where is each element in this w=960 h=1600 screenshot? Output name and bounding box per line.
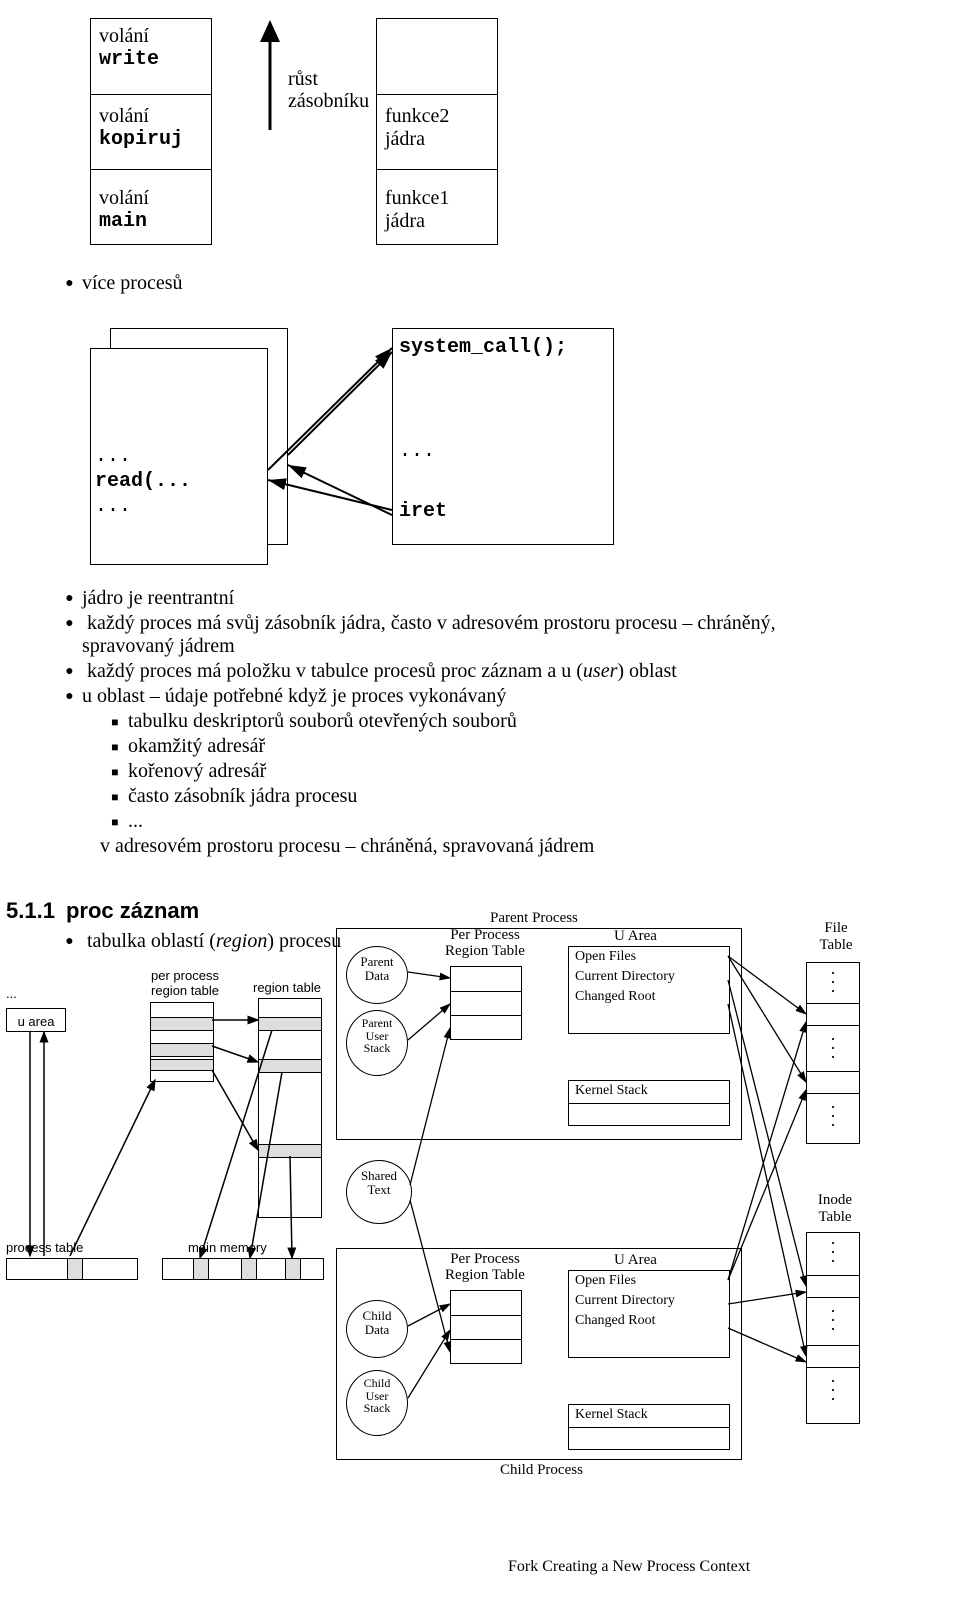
bullet-addrspace: v adresovém prostoru procesu – chráněná,… [100, 835, 924, 858]
child-uarea-box: Open Files Current Directory Changed Roo… [568, 1270, 730, 1358]
parent-uarea-box: Open Files Current Directory Changed Roo… [568, 946, 730, 1034]
stack-growth-label: růst zásobníku [288, 68, 369, 112]
main-memory-box [162, 1258, 324, 1280]
shared-text-circle: Shared Text [346, 1160, 412, 1224]
stack-right-cell3-line2: jádra [385, 210, 449, 233]
parent-uarea-label: U Area [614, 928, 657, 945]
process-table-label: process table [6, 1240, 83, 1255]
section-bullet: tabulka oblastí (region) procesu [54, 930, 341, 953]
stack-right-cell2-line2: jádra [385, 128, 449, 151]
stack-left-cell2-line2: kopiruj [99, 128, 183, 151]
inode-table-label: Inode Table [800, 1192, 870, 1226]
child-process-label: Child Process [500, 1462, 583, 1479]
child-kernel-stack: Kernel Stack [568, 1404, 730, 1450]
bullet-uarea: u oblast – údaje potřebné když je proces… [54, 685, 924, 708]
section-number: 5.1.1 [6, 898, 55, 923]
stack-left: volání write volání kopiruj volání main [90, 18, 212, 245]
bullet-procentry: každý proces má položku v tabulce proces… [54, 660, 924, 683]
stack-right-cell2-line1: funkce2 [385, 105, 449, 128]
ppr-box [150, 1002, 214, 1082]
child-data-circle: Child Data [346, 1300, 408, 1358]
subbullet-cwd: okamžitý adresář [100, 735, 924, 758]
subbullet-ellipsis: ... [100, 810, 924, 833]
bullet-reentrant: jádro je reentrantní [54, 587, 924, 610]
fork-caption: Fork Creating a New Process Context [508, 1558, 750, 1576]
stack-left-cell3-line2: main [99, 210, 149, 233]
stack-right-cell3-line1: funkce1 [385, 187, 449, 210]
u-area-box: u area [6, 1008, 66, 1032]
proc-box-left-line1: ... [95, 444, 191, 469]
file-table-label: File Table [806, 920, 866, 954]
child-pprt-box [450, 1290, 522, 1364]
region-table-label: region table [253, 980, 321, 995]
proc-box-front: ... read(... ... [90, 348, 268, 565]
child-uarea-label: U Area [614, 1252, 657, 1269]
stack-left-cell3-line1: volání [99, 187, 149, 210]
kernel-box-line1: system_call(); [399, 336, 567, 359]
parent-data-circle: Parent Data [346, 946, 408, 1004]
parent-pprt-label: Per Process Region Table [430, 928, 540, 960]
region-table-box [258, 998, 322, 1218]
subbullet-fd: tabulku deskriptorů souborů otevřených s… [100, 710, 924, 733]
stack-left-cell1-line1: volání [99, 25, 159, 48]
ppr-label: per process region table [140, 968, 230, 998]
inode-table-box: ··· ··· ··· [806, 1232, 860, 1424]
subbullet-kstack: často zásobník jádra procesu [100, 785, 924, 808]
stack-right: funkce2 jádra funkce1 jádra [376, 18, 498, 245]
child-user-stack-circle: Child User Stack [346, 1370, 408, 1436]
parent-process-label: Parent Process [490, 910, 578, 927]
subbullet-root: kořenový adresář [100, 760, 924, 783]
proc-box-left-line3: ... [95, 494, 191, 519]
parent-kernel-stack: Kernel Stack [568, 1080, 730, 1126]
section-title: proc záznam [66, 898, 199, 923]
process-table-box [6, 1258, 138, 1280]
stack-left-cell2-line1: volání [99, 105, 183, 128]
parent-pprt-box [450, 966, 522, 1040]
main-memory-label: main memory [188, 1240, 267, 1255]
proc-box-left-line2: read(... [95, 469, 191, 494]
small-ellipsis: ... [6, 986, 17, 1001]
kernel-box-line3: iret [399, 500, 447, 523]
kernel-box-line2: ... [399, 440, 435, 463]
stack-left-cell1-line2: write [99, 48, 159, 71]
parent-user-stack-circle: Parent User Stack [346, 1010, 408, 1076]
bullet-more-processes: více procesů [54, 272, 183, 295]
file-table-box: ··· ··· ··· [806, 962, 860, 1144]
kernel-box: system_call(); ... iret [392, 328, 614, 545]
bullet-stack: každý proces má svůj zásobník jádra, čas… [54, 612, 924, 658]
child-pprt-label: Per Process Region Table [430, 1252, 540, 1284]
